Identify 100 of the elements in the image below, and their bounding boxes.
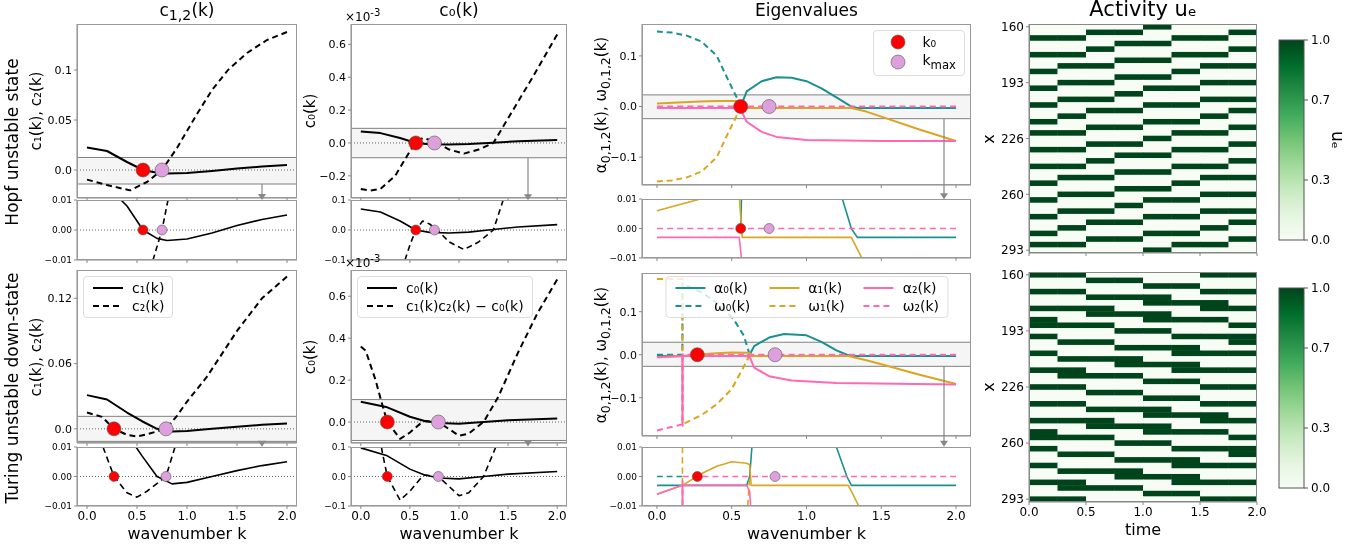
y-axis-title: x [979, 133, 998, 144]
legend-label: α₂(k) [902, 280, 937, 296]
y-tick-label: 0.6 [328, 290, 346, 304]
y-tick-label: 0.1 [331, 442, 346, 453]
color-bar-label: 1.0 [1311, 33, 1331, 47]
y-tick-label: 0.0 [331, 471, 347, 482]
x-tick-label: 0.0 [1019, 504, 1039, 519]
x-tick-label: 0.5 [127, 508, 147, 523]
x-axis-title: wavenumber k [399, 524, 519, 543]
line-series [359, 33, 559, 192]
y-tick-label: 260 [1001, 187, 1024, 202]
y-tick-label: 0.6 [328, 38, 346, 52]
y-tick-label: 0.00 [616, 471, 638, 482]
legend-label: k₀ [922, 34, 937, 50]
color-bar-title: uₑ [1328, 131, 1348, 149]
legend-label: α₁(k) [808, 280, 843, 296]
y-tick-label: 0.06 [47, 357, 72, 371]
y-tick-label: 0.01 [51, 195, 72, 206]
y-tick-label: −0.01 [44, 255, 72, 266]
y-tick-label: −0.1 [610, 151, 637, 165]
y-tick-label: 193 [1001, 75, 1024, 90]
y-axis-title: c₁(k), c₂(k) [27, 317, 45, 396]
y-tick-label: −0.2 [319, 169, 346, 183]
line-series [655, 99, 958, 142]
text: Hopf unstable state [2, 58, 22, 226]
y-tick-label: 0.01 [616, 442, 637, 453]
x-axis-title: wavenumber k [747, 524, 866, 543]
y-tick-label: −0.01 [609, 501, 637, 512]
y-tick-label: 0.00 [51, 225, 73, 236]
legend-label: c₂(k) [132, 298, 165, 314]
chart-title: Eigenvalues [755, 0, 858, 20]
x-tick-label: 2.0 [1247, 504, 1267, 519]
x-tick-label: 2.0 [946, 508, 966, 523]
x-axis-title: wavenumber k [127, 524, 247, 543]
y-tick-label: 0.0 [619, 100, 637, 114]
y-tick-label: 0.2 [328, 374, 346, 387]
x-tick-label: 1.0 [796, 508, 817, 523]
y-tick-label: 160 [1001, 268, 1024, 283]
y-tick-label: 0.0 [54, 422, 72, 436]
y-tick-label: 0.2 [328, 104, 346, 117]
x-tick-label: 0.5 [1076, 504, 1096, 519]
annotation: ×10$^{-3}$ [345, 253, 381, 270]
x-tick-label: 1.5 [1190, 504, 1210, 519]
y-tick-label: 226 [1001, 380, 1024, 395]
legend-label: ω₀(k) [713, 298, 751, 314]
x-axis-title: time [1124, 520, 1162, 539]
x-tick-label: 0.0 [351, 508, 371, 523]
legend-label: c₁(k)c₂(k) − c₀(k) [406, 298, 524, 314]
y-tick-label: 0.01 [51, 442, 72, 453]
legend-label: α₀(k) [713, 280, 748, 296]
x-tick-label: 1.5 [227, 508, 247, 523]
y-tick-label: 0.0 [54, 163, 72, 177]
x-tick-label: 1.0 [1133, 504, 1153, 519]
y-tick-label: −0.01 [44, 501, 72, 512]
legend-label: k$_{max}$ [922, 52, 956, 72]
chart-title: c$_{1,2}$(k) [159, 0, 215, 24]
line-series [86, 31, 288, 192]
y-tick-label: 0.4 [328, 71, 346, 85]
color-bar-label: 0.3 [1311, 421, 1331, 435]
x-tick-label: 1.5 [498, 508, 518, 523]
chart-title: Activity uₑ [1089, 0, 1197, 21]
annotation: ×10$^{-3}$ [345, 7, 381, 24]
legend-label: c₁(k) [132, 280, 165, 296]
chart-title: c₀(k) [439, 0, 479, 20]
y-tick-label: 0.0 [331, 225, 347, 236]
x-tick-label: 2.0 [547, 508, 567, 523]
line-series [102, 447, 176, 498]
y-tick-label: 0.4 [328, 332, 346, 346]
x-tick-label: 0.0 [77, 508, 97, 523]
y-axis-title: c₁(k), c₂(k) [27, 71, 45, 151]
line-series [135, 447, 288, 485]
x-tick-label: 1.0 [449, 508, 469, 523]
y-tick-label: 160 [1001, 20, 1024, 35]
text: Turing unstable down-state [2, 272, 22, 504]
x-tick-label: 0.0 [647, 508, 667, 523]
y-tick-label: −0.1 [324, 255, 346, 266]
line-series [359, 278, 559, 440]
y-tick-label: 193 [1001, 324, 1024, 339]
y-tick-label: 0.1 [54, 63, 72, 77]
x-tick-label: 1.0 [177, 508, 197, 523]
y-tick-label: 293 [1001, 243, 1024, 258]
y-tick-label: −0.01 [609, 253, 637, 264]
color-bar-label: 1.0 [1311, 281, 1331, 295]
y-tick-label: 0.0 [619, 348, 637, 362]
color-bar-label: 0.0 [1311, 481, 1331, 495]
y-tick-label: 0.1 [619, 49, 637, 63]
y-tick-label: 0.01 [616, 194, 637, 205]
y-tick-label: 260 [1001, 436, 1024, 451]
y-tick-label: 0.1 [619, 305, 637, 319]
x-tick-label: 2.0 [277, 508, 297, 523]
color-bar-label: 0.7 [1311, 341, 1331, 355]
legend-label: ω₂(k) [902, 298, 940, 314]
y-tick-label: 293 [1001, 492, 1024, 507]
legend-label: c₀(k) [406, 280, 439, 296]
x-tick-label: 0.5 [400, 508, 420, 523]
color-bar-label: 0.7 [1311, 93, 1331, 107]
y-tick-label: 0.00 [51, 471, 73, 482]
x-tick-label: 0.5 [722, 508, 742, 523]
x-tick-label: 1.5 [871, 508, 891, 523]
y-tick-label: −0.1 [610, 391, 637, 405]
